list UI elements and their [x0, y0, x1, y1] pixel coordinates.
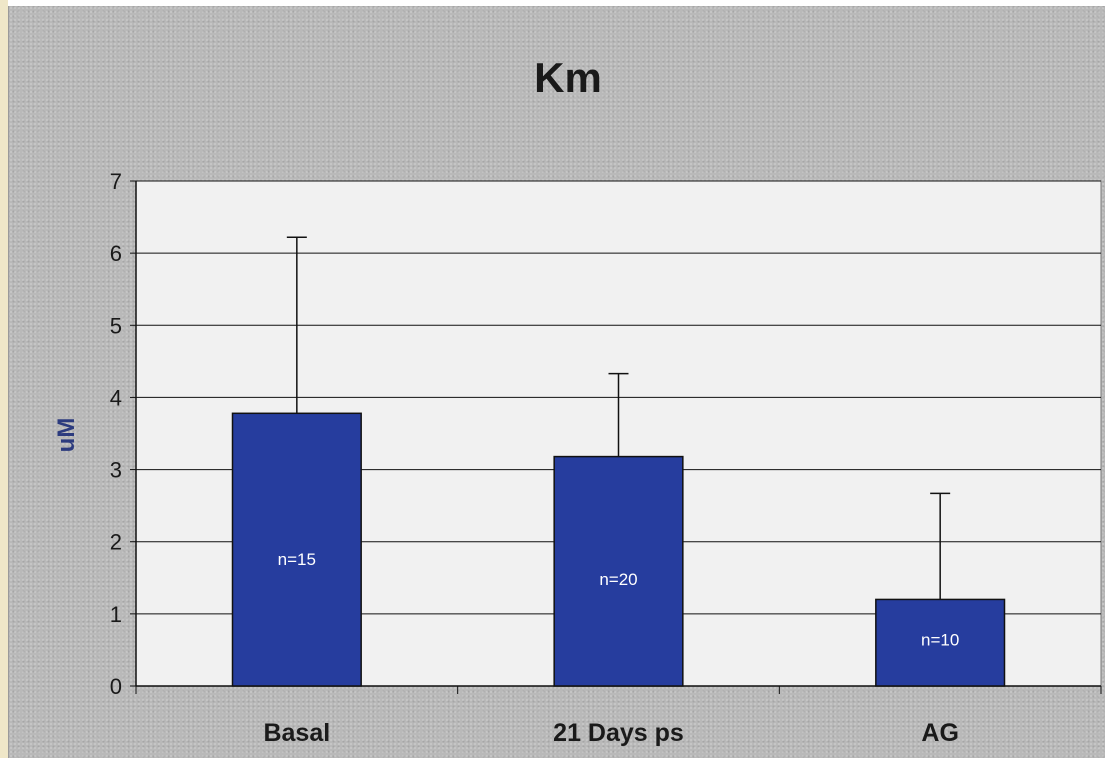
y-tick-label: 1: [110, 602, 122, 627]
x-tick-label: AG: [921, 719, 959, 747]
page-margin: [0, 0, 8, 758]
x-tick-label: Basal: [263, 719, 330, 747]
bar-label: n=20: [599, 570, 637, 589]
y-tick-label: 6: [110, 241, 122, 266]
y-tick-label: 5: [110, 313, 122, 338]
bar: [875, 598, 1006, 687]
bar: [231, 412, 362, 687]
y-tick-label: 2: [110, 530, 122, 555]
y-tick-label: 4: [110, 385, 122, 410]
bar-label: n=15: [278, 550, 316, 569]
bar: [553, 455, 684, 687]
bar-label: n=10: [921, 630, 959, 649]
y-tick-label: 3: [110, 458, 122, 483]
plot-area: 0 1 2 3 4 5 6 7 n=15 Basal n=20 21 Days ps n=10 AG: [110, 169, 1102, 747]
x-tick-label: 21 Days ps: [553, 719, 684, 747]
y-axis-label: uM: [53, 418, 80, 453]
y-tick-label: 7: [110, 169, 122, 194]
chart-title: Km: [534, 54, 602, 101]
y-tick-label: 0: [110, 674, 122, 699]
